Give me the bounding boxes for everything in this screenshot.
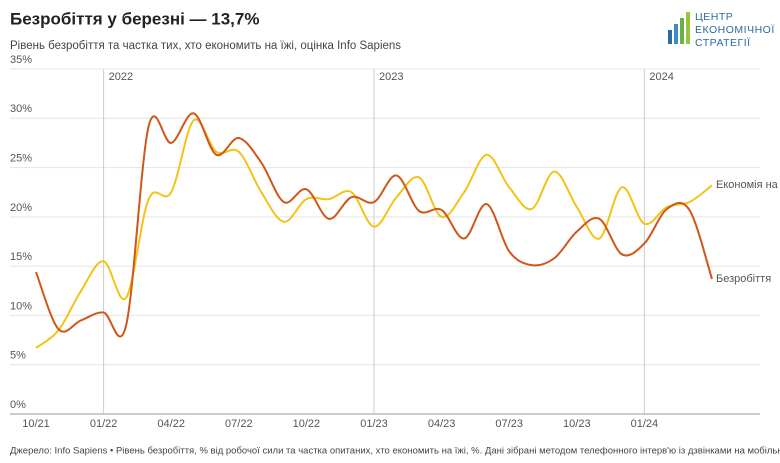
y-tick-label: 10%	[10, 300, 32, 312]
y-tick-label: 25%	[10, 152, 32, 164]
source-note: Джерело: Info Sapiens • Рівень безробітт…	[10, 446, 780, 457]
series-line	[35, 118, 713, 349]
logo-text: ЕКОНОМІЧНОЇ	[695, 24, 775, 36]
logo-text: СТРАТЕГІЇ	[695, 37, 751, 49]
year-label: 2024	[649, 71, 673, 83]
x-tick-label: 01/24	[631, 418, 659, 430]
y-tick-label: 0%	[10, 399, 26, 411]
year-label: 2023	[379, 71, 403, 83]
x-tick-label: 10/22	[293, 418, 321, 430]
chart-subtitle: Рівень безробіття та частка тих, хто еко…	[10, 40, 401, 52]
x-tick-label: 01/23	[360, 418, 388, 430]
x-tick-label: 04/23	[428, 418, 456, 430]
x-tick-label: 07/22	[225, 418, 253, 430]
year-label: 2022	[109, 71, 133, 83]
series-line	[35, 112, 713, 338]
y-tick-label: 30%	[10, 103, 32, 115]
series-label: Економія на ї	[716, 179, 780, 191]
y-tick-label: 15%	[10, 251, 32, 263]
series-label: Безробіття	[716, 273, 771, 285]
logo-icon	[668, 12, 690, 44]
x-tick-label: 10/21	[22, 418, 50, 430]
x-tick-label: 04/22	[157, 418, 185, 430]
y-tick-label: 35%	[10, 54, 32, 66]
logo-text: ЦЕНТР	[695, 11, 733, 23]
y-tick-label: 5%	[10, 350, 26, 362]
chart-title: Безробіття у березні — 13,7%	[10, 9, 259, 28]
x-tick-label: 07/23	[495, 418, 523, 430]
x-tick-label: 10/23	[563, 418, 591, 430]
x-tick-label: 01/22	[90, 418, 118, 430]
y-tick-label: 20%	[10, 202, 32, 214]
